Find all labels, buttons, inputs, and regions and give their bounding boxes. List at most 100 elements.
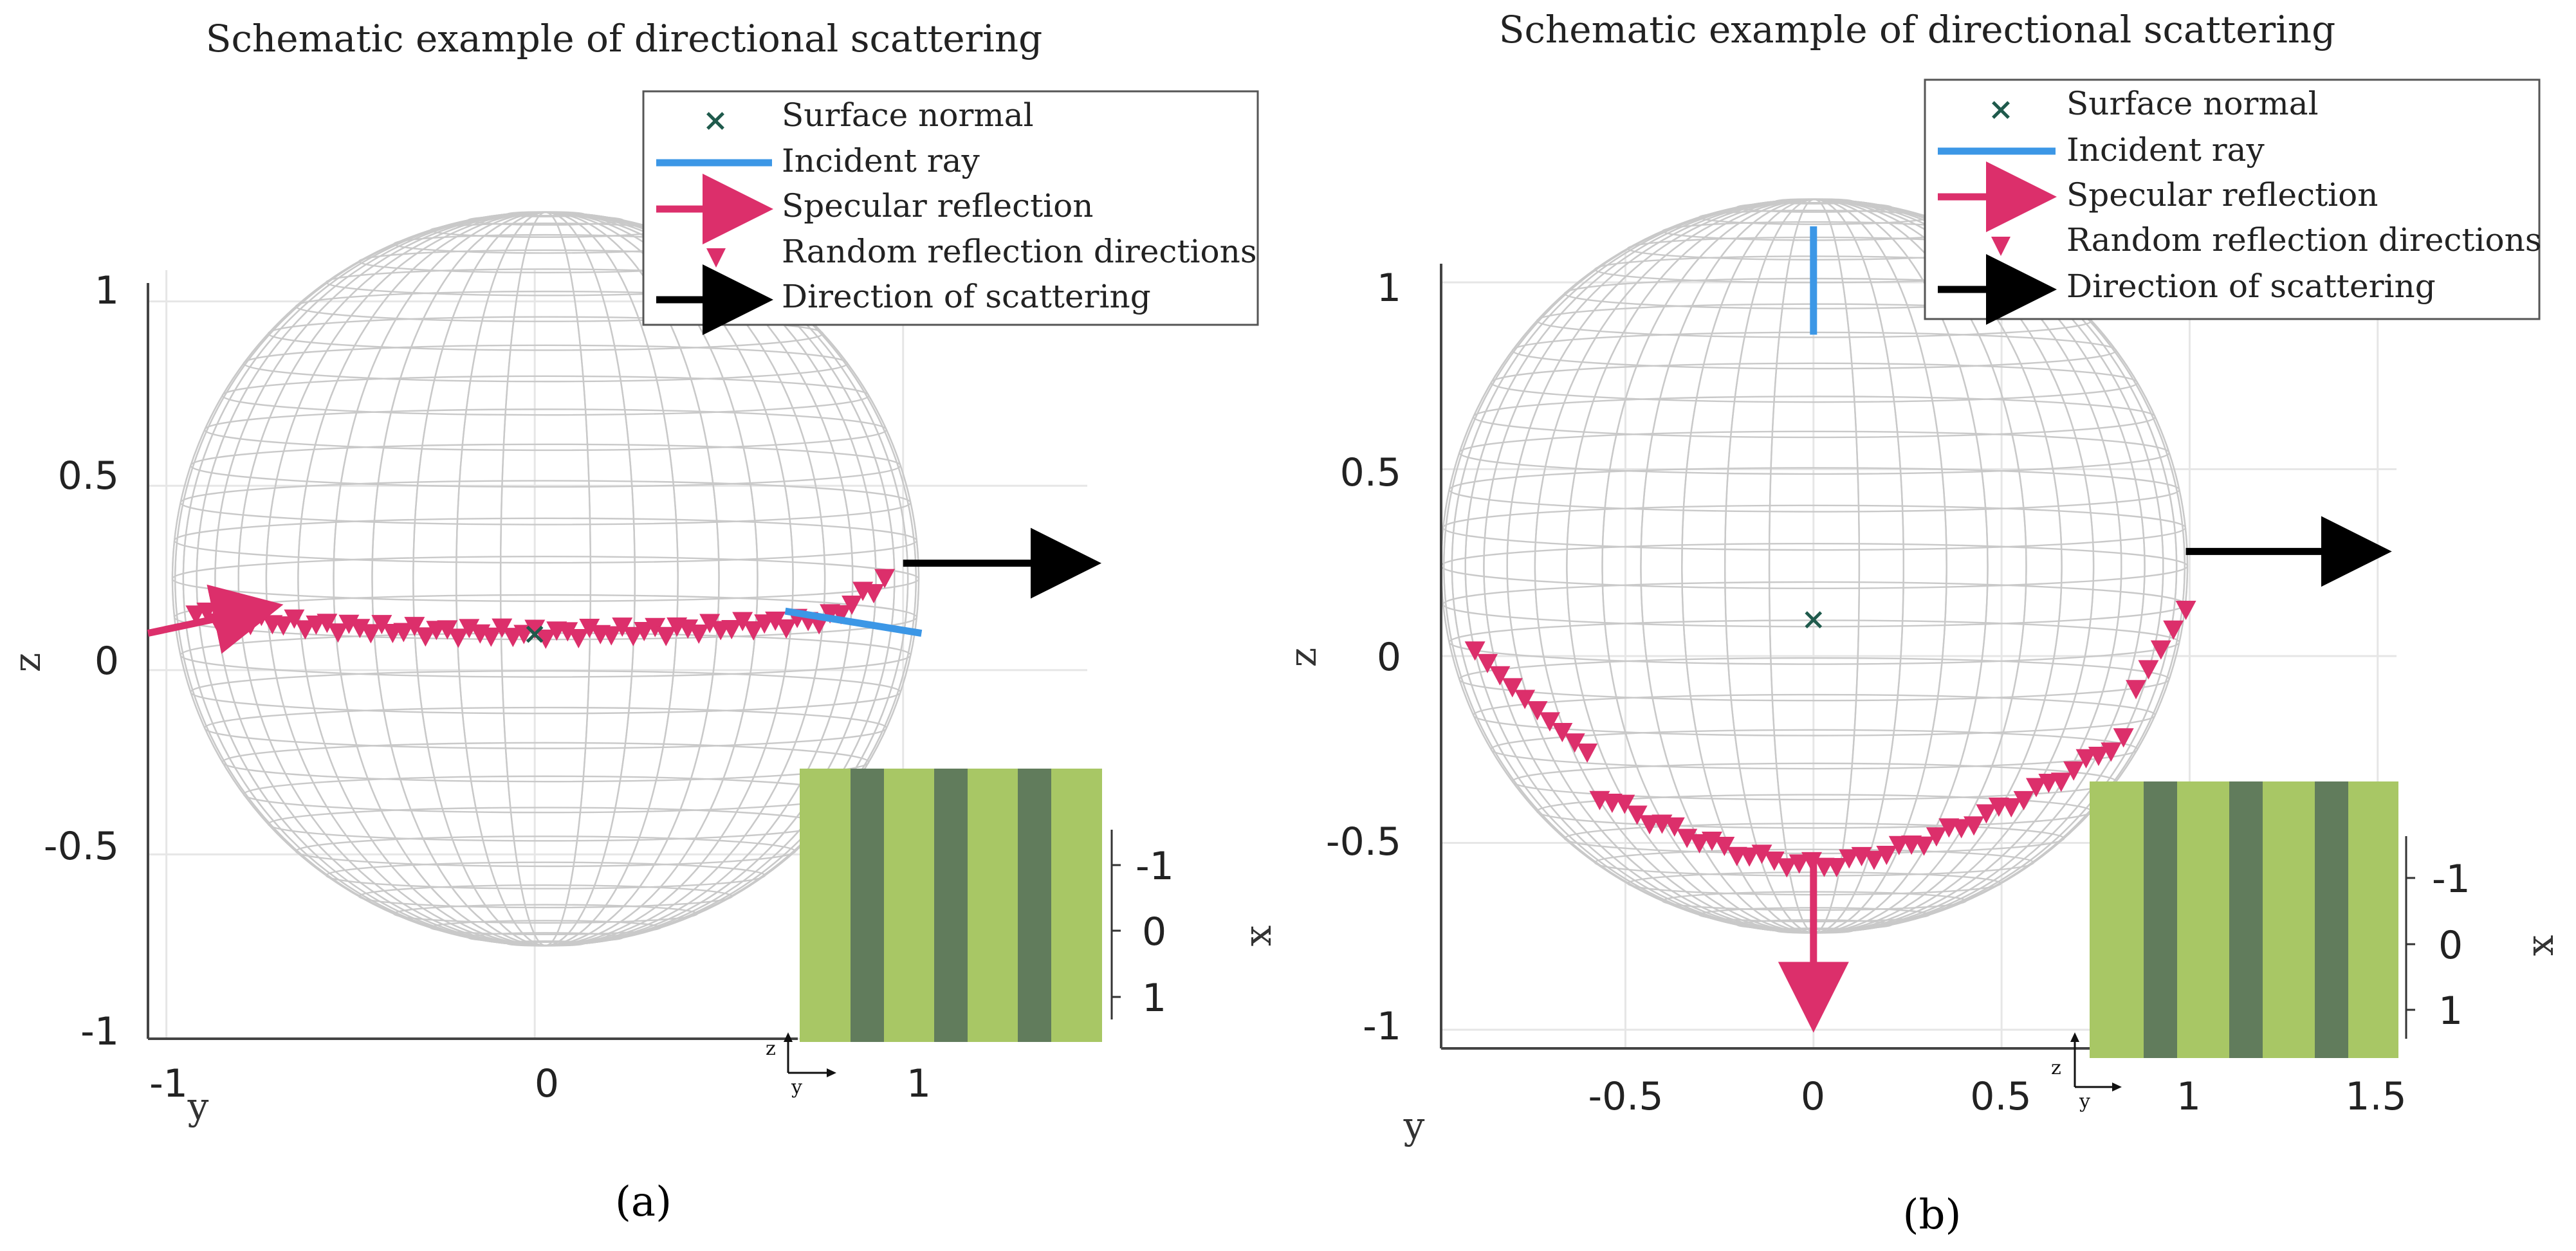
panel-b-inset-tick-label: -1 [2432,857,2470,902]
panel-a-legend-scattering-label: Direction of scattering [782,278,1151,315]
random-reflection-marker [1527,701,1548,721]
sphere-meridian [412,211,679,947]
random-reflection-marker [1964,816,1985,836]
sphere-parallel [173,517,918,564]
random-reflection-marker [1677,828,1698,848]
panel-b-z-tick: -0.5 [1326,819,1401,864]
random-reflection-marker [688,624,710,644]
panel-b-y-tick: 0 [1801,1074,1825,1119]
random-reflection-marker [481,627,502,647]
sphere-parallel [203,408,888,452]
random-reflection-marker [513,625,535,644]
sphere-parallel [295,836,796,868]
panel-b-z-tick: 1 [1377,266,1401,311]
random-reflection-marker [776,619,797,639]
sphere-parallel [429,920,662,936]
random-reflection-marker [317,614,338,634]
panel-a-inset: -1 0 1 x z y [766,769,1280,1099]
panel-a-inset-tick-label: 0 [1142,909,1166,954]
random-reflection-marker [1477,653,1498,673]
panel-b-z-tick: 0.5 [1340,450,1401,495]
random-reflection-marker [1714,836,1735,856]
panel-b-inset-x-label: x [2518,935,2562,956]
panel-b-legend-specular-label: Specular reflection [2066,176,2378,214]
sphere-parallel [506,940,585,947]
random-reflection-marker [1464,641,1486,661]
random-reflection-marker [568,628,589,648]
random-reflection-marker [1539,712,1560,732]
panel-a-y-tick: -1 [149,1061,188,1106]
panel-b-y-tick: 1.5 [2345,1074,2406,1119]
sphere-parallel [1490,729,2139,770]
panel-a-title: Schematic example of directional scatter… [206,17,1043,60]
sphere-parallel [243,344,849,383]
panel-b-y-tick: -0.5 [1588,1074,1663,1119]
random-reflection-marker [2025,778,2047,798]
random-reflection-marker [2013,790,2034,810]
random-reflection-marker [1876,845,1897,865]
panel-b-y-axis-label: y [1403,1104,1425,1147]
panel-a-caption: (a) [615,1178,672,1226]
random-reflection-marker [2138,660,2159,680]
random-reflection-marker [2050,772,2072,792]
sphere-parallel [1448,467,2180,513]
random-reflection-marker [2075,749,2097,769]
panel-a-y-tick: 1 [906,1061,931,1106]
random-reflection-marker [863,584,885,604]
random-reflection-marker [393,623,414,643]
random-reflection-marker [2163,620,2184,640]
panel-a-sphere-wireframe [171,211,920,947]
random-reflection-marker [699,614,721,634]
random-reflection-marker [1776,858,1798,878]
sphere-parallel [1490,362,2139,403]
random-reflection-marker [1564,733,1585,753]
panel-b-z-tick: 0 [1377,635,1401,680]
panel-a-inset-orientation-glyph: z y [766,1032,836,1099]
random-reflection-marker [612,617,633,637]
sphere-parallel [179,480,912,525]
sphere-parallel [1472,396,2157,439]
random-reflection-marker [2063,761,2084,781]
panel-a-z-axis-label: z [5,653,49,673]
sphere-parallel [1458,657,2170,702]
random-reflection-marker [1789,854,1810,874]
random-reflection-marker [327,623,349,643]
panel-b-legend-scattering-label: Direction of scattering [2066,268,2436,305]
random-reflection-marker [2088,747,2109,767]
random-reflection-marker [831,605,852,625]
panel-a-surface-normal-marker: × [522,616,547,651]
panel-b-caption: (b) [1903,1191,1962,1239]
random-reflection-marker [284,609,305,629]
random-reflection-marker [645,617,666,637]
panel-a-z-tick: 0 [95,639,119,684]
random-reflection-marker [842,596,863,616]
panel-b-inset: -1 0 1 x z y [2051,781,2562,1113]
random-reflection-marker [404,617,425,637]
panel-b-title: Schematic example of directional scatter… [1499,8,2336,51]
panel-a-z-tick-labels: 1 0.5 0 -0.5 -1 [44,268,119,1054]
random-reflection-marker [1689,834,1710,854]
panel-b-inset-stripe-dark [2229,781,2263,1058]
panel-a-legend-specular-label: Specular reflection [782,187,1093,224]
sphere-meridian [455,211,636,947]
panel-b-inset-stripe-dark [2144,781,2177,1058]
random-reflection-marker [1951,819,1972,839]
panel-b-inset-orientation-glyph: z y [2051,1032,2122,1113]
random-reflection-marker [1664,817,1685,837]
panel-b-inset-stripe-dark [2315,781,2348,1058]
panel-b-legend-surface-normal-label: Surface normal [2066,85,2319,122]
sphere-meridian [499,211,592,947]
sphere-parallel [358,884,733,909]
random-reflection-marker [295,620,316,640]
random-reflection-marker [1739,847,1760,867]
panel-a-z-tick: -0.5 [44,824,119,869]
panel-a-legend-random-icon [706,248,726,268]
random-reflection-marker [1502,678,1523,698]
sphere-meridian [455,211,636,947]
sphere-parallel [506,211,585,217]
sphere-parallel [267,316,824,351]
panel-a-z-tick: 1 [95,268,119,313]
sphere-parallel [467,215,624,226]
panel-a-inset-x-label: x [1236,926,1280,947]
